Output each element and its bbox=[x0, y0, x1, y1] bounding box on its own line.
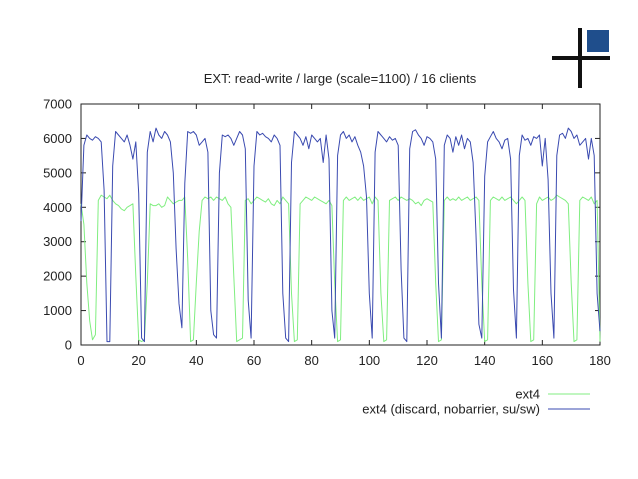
legend-label: ext4 bbox=[515, 387, 540, 402]
y-tick-label: 0 bbox=[65, 338, 72, 353]
logo-horizontal-bar bbox=[552, 56, 610, 60]
x-tick-label: 140 bbox=[474, 353, 496, 368]
y-tick-label: 2000 bbox=[43, 269, 72, 284]
y-tick-label: 7000 bbox=[43, 97, 72, 112]
plot-frame bbox=[80, 103, 601, 346]
x-tick-label: 180 bbox=[589, 353, 611, 368]
series-layer bbox=[80, 127, 601, 343]
y-tick-label: 6000 bbox=[43, 131, 72, 146]
x-tick-label: 80 bbox=[304, 353, 318, 368]
x-tick-label: 40 bbox=[189, 353, 203, 368]
y-axis: 0 1000 2000 3000 4000 5000 6000 7000 bbox=[43, 97, 600, 353]
logo bbox=[552, 28, 612, 90]
y-tick-label: 4000 bbox=[43, 200, 72, 215]
x-tick-label: 20 bbox=[131, 353, 145, 368]
x-tick-label: 60 bbox=[247, 353, 261, 368]
x-tick-label: 160 bbox=[531, 353, 553, 368]
x-tick-label: 0 bbox=[77, 353, 84, 368]
legend-label: ext4 (discard, nobarrier, su/sw) bbox=[362, 402, 540, 417]
chart-title: EXT: read-write / large (scale=1100) / 1… bbox=[204, 71, 477, 86]
logo-square bbox=[587, 30, 609, 52]
y-tick-label: 5000 bbox=[43, 165, 72, 180]
series-line-1 bbox=[80, 127, 601, 343]
x-tick-label: 120 bbox=[416, 353, 438, 368]
series-line-0 bbox=[80, 194, 601, 343]
x-tick-label: 100 bbox=[358, 353, 380, 368]
y-tick-label: 1000 bbox=[43, 303, 72, 318]
y-tick-label: 3000 bbox=[43, 234, 72, 249]
x-axis: 0 20 40 60 80 100 120 140 160 180 bbox=[77, 104, 611, 368]
